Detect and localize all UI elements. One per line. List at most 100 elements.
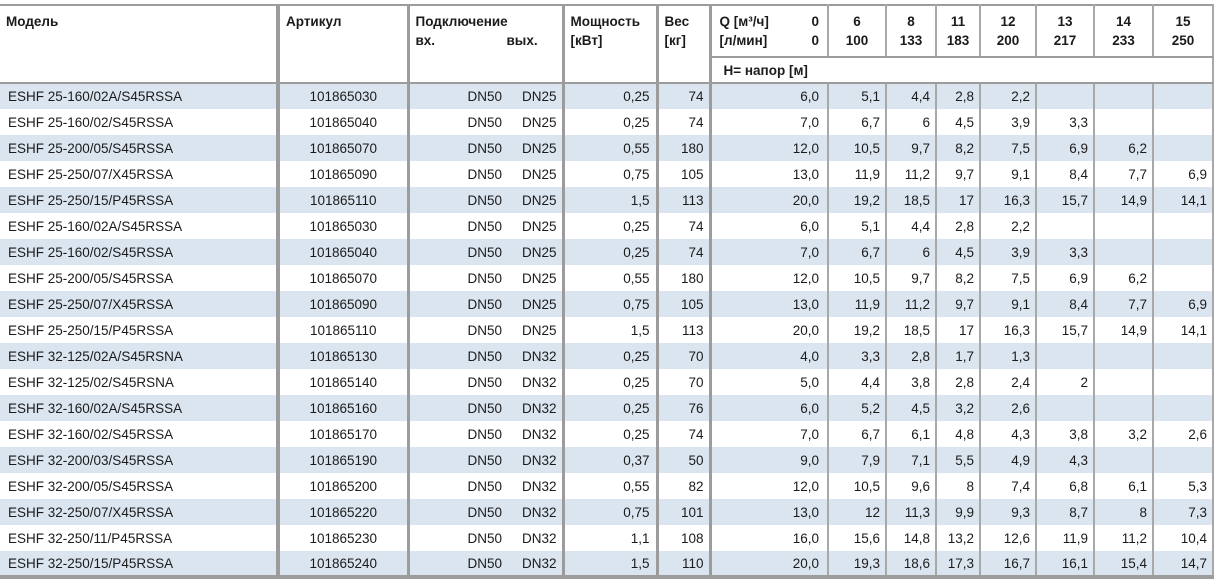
cell-head-q13: 16,1 [1036, 551, 1095, 577]
table-row: ESHF 25-160/02/S45RSSA 101865040 DN50 DN25 0… [0, 109, 1214, 135]
cell-head-q12: 2,6 [980, 395, 1037, 421]
cell-model: ESHF 32-125/02A/S45RSNA [0, 343, 280, 369]
table-row: ESHF 32-125/02A/S45RSNA 101865130 DN50 DN32… [0, 343, 1214, 369]
cell-model: ESHF 32-160/02A/S45RSSA [0, 395, 280, 421]
cell-head-q6: 6,7 [828, 239, 887, 265]
cell-head-q14 [1094, 447, 1154, 473]
cell-head-q6: 4,4 [828, 369, 887, 395]
cell-head-q0: 9,0 [710, 447, 829, 473]
cell-article: 101865110 [278, 317, 410, 343]
cell-model: ESHF 32-250/11/P45RSSA [0, 525, 280, 551]
cell-power: 0,75 [563, 291, 659, 317]
cell-head-q14 [1094, 109, 1154, 135]
cell-head-q11: 17,3 [936, 551, 981, 577]
header-row-main: Модель Артикул Подключение вх. вых. Мощн… [0, 5, 1214, 84]
cell-head-q13: 3,3 [1036, 239, 1095, 265]
col-header-weight: Вес [кг] [657, 5, 712, 84]
cell-article: 101865170 [278, 421, 410, 447]
cell-head-q14: 3,2 [1094, 421, 1154, 447]
table-row: ESHF 25-250/07/X45RSSA 101865090 DN50 DN25 0… [0, 291, 1214, 317]
cell-weight: 113 [657, 317, 712, 343]
cell-head-q13: 15,7 [1036, 317, 1095, 343]
flow-lmin-value: 200 [996, 33, 1020, 48]
cell-power: 1,1 [563, 525, 659, 551]
cell-head-q11: 2,8 [936, 213, 981, 239]
cell-power: 0,55 [563, 473, 659, 499]
cell-head-q15 [1153, 265, 1214, 291]
cell-head-q12: 16,3 [980, 187, 1037, 213]
cell-head-q13: 6,9 [1036, 135, 1095, 161]
col-header-power: Мощность [кВт] [563, 5, 659, 84]
cell-head-q6: 10,5 [828, 473, 887, 499]
cell-head-q11: 17 [936, 187, 981, 213]
power-label-line2: [кВт] [570, 33, 603, 48]
cell-head-q14: 14,9 [1094, 317, 1154, 343]
cell-head-q6: 12 [828, 499, 887, 525]
table-row: ESHF 25-200/05/S45RSSA 101865070 DN50 DN25 0… [0, 135, 1214, 161]
cell-model: ESHF 32-160/02/S45RSSA [0, 421, 280, 447]
cell-head-q13: 3,8 [1036, 421, 1095, 447]
cell-model: ESHF 25-250/07/X45RSSA [0, 161, 280, 187]
cell-head-q13: 2 [1036, 369, 1095, 395]
flow-m3h-line: Q [м³/ч] 0 [712, 12, 827, 31]
cell-head-q13: 6,8 [1036, 473, 1095, 499]
cell-head-q15: 14,1 [1153, 187, 1214, 213]
cell-weight: 74 [657, 213, 712, 239]
cell-model: ESHF 25-160/02/S45RSSA [0, 239, 280, 265]
header-row-head: Н= напор [м] [0, 57, 1213, 84]
cell-head-q12: 2,2 [980, 83, 1037, 109]
flow-lmin-value: 100 [845, 33, 869, 48]
flow-lmin-label: [л/мин] [719, 33, 768, 48]
cell-outlet: DN32 [507, 369, 565, 395]
col-header-outlet: вых. [506, 33, 538, 48]
cell-head-q14: 11,2 [1094, 525, 1154, 551]
cell-head-q11: 2,8 [936, 83, 981, 109]
cell-head-q12: 9,1 [980, 291, 1037, 317]
cell-head-q12: 3,9 [980, 239, 1037, 265]
cell-head-q8: 4,4 [886, 83, 937, 109]
cell-head-q0: 12,0 [710, 135, 829, 161]
cell-head-q12: 16,3 [980, 317, 1037, 343]
cell-inlet: DN50 [467, 374, 502, 390]
cell-head-q14: 7,7 [1094, 161, 1154, 187]
cell-power: 0,25 [563, 213, 659, 239]
cell-outlet: DN25 [507, 213, 565, 239]
cell-outlet: DN32 [507, 447, 565, 473]
cell-head-q15 [1153, 135, 1214, 161]
cell-head-q11: 13,2 [936, 525, 981, 551]
table-header: Модель Артикул Подключение вх. вых. Мощн… [0, 5, 1214, 84]
cell-inlet: DN50 [467, 530, 502, 546]
cell-outlet: DN32 [507, 499, 565, 525]
cell-head-q0: 5,0 [710, 369, 829, 395]
cell-inlet: DN50 [467, 348, 502, 364]
cell-article: 101865140 [278, 369, 410, 395]
cell-weight: 70 [657, 343, 712, 369]
cell-head-q12: 4,9 [980, 447, 1037, 473]
cell-head-q6: 11,9 [828, 291, 887, 317]
cell-outlet: DN32 [507, 395, 565, 421]
cell-head-q8: 9,7 [886, 135, 937, 161]
cell-head-q15 [1153, 369, 1214, 395]
cell-inlet: DN50 [467, 555, 502, 571]
cell-weight: 76 [657, 395, 712, 421]
cell-head-q6: 19,2 [828, 317, 887, 343]
cell-outlet: DN32 [507, 525, 565, 551]
table-row: ESHF 32-160/02/S45RSSA 101865170 DN50 DN32 0… [0, 421, 1214, 447]
cell-article: 101865190 [278, 447, 410, 473]
power-label-line1: Мощность [570, 14, 641, 29]
cell-head-q13 [1036, 395, 1095, 421]
cell-head-q11: 3,2 [936, 395, 981, 421]
cell-head-q14: 14,9 [1094, 187, 1154, 213]
cell-weight: 74 [657, 109, 712, 135]
cell-power: 1,5 [563, 187, 659, 213]
cell-head-q6: 7,9 [828, 447, 887, 473]
cell-head-q14: 15,4 [1094, 551, 1154, 577]
cell-article: 101865070 [278, 135, 410, 161]
cell-head-q6: 5,1 [828, 213, 887, 239]
cell-head-q12: 9,1 [980, 161, 1037, 187]
cell-head-q13: 15,7 [1036, 187, 1095, 213]
cell-head-q0: 20,0 [710, 551, 829, 577]
cell-model: ESHF 25-250/07/X45RSSA [0, 291, 280, 317]
cell-power: 0,25 [563, 421, 659, 447]
